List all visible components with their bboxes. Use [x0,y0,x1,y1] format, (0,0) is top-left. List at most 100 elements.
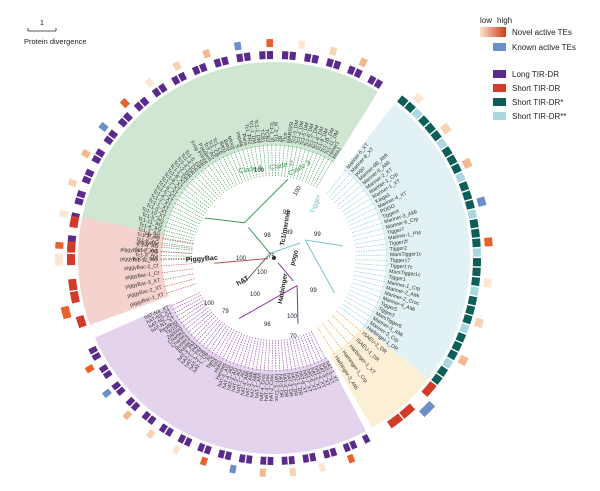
tir-ring-cell [472,238,481,248]
branch [250,146,258,178]
leaf-label: Mariner-1_PM [388,230,421,241]
tir-ring-cell [75,314,87,329]
leaf-label: Tigger17 [390,258,411,264]
branch [225,332,240,362]
branch [186,184,212,206]
branch [290,146,298,178]
branch [180,191,208,211]
leaf-label: Tc1-2_XI [273,121,279,142]
branch [307,154,322,184]
leaf-label: MarsTigger1c [389,269,421,279]
leaf-label: Tc1-4_AG [135,242,159,250]
leaf-label: Tigger4 [382,208,401,220]
tir-ring-cell [472,248,481,257]
branch [334,180,359,203]
leaf-label: piggyBac-2_Cf [124,263,159,271]
clade-label-hat: hAT [236,275,251,288]
tir-ring-cell [95,148,106,158]
branch [167,217,198,230]
branch [162,273,194,281]
branch [322,323,343,350]
internal-branch [238,285,298,320]
branch [240,336,251,368]
bootstrap-value: 89 [286,230,293,236]
branch [174,297,203,314]
branch [211,326,230,354]
activity-ring-cell [202,48,211,59]
branch [283,339,289,372]
branch [271,339,273,372]
tir-ring-cell [141,410,151,421]
activity-ring-cell [289,467,297,477]
tir-ring-cell [171,75,181,86]
branch [248,337,256,370]
tir-ring-cell [346,65,356,76]
activity-ring-cell [60,305,72,320]
leaf-label: hAT-2_DR [289,372,299,397]
tree-root [272,256,276,260]
branch [242,148,252,180]
branch [302,150,314,182]
branch [343,300,372,318]
branch [160,255,193,257]
branch [331,176,355,201]
sector-harbinger_gold [330,326,429,428]
tir-ring-cell [115,386,126,396]
branch [349,212,379,226]
bootstrap-value: 100 [250,292,261,298]
tir-ring-cell [267,456,274,465]
leaf-label: MARISSt [286,121,295,143]
branch [202,321,223,347]
activity-ring-cell [418,400,436,418]
branch [160,244,193,249]
tir-ring-cell [76,189,87,199]
branch [205,323,225,350]
leaf-label: Tc1-9_AG [135,252,158,258]
tir-ring-cell [349,440,358,450]
tir-ring-cell [441,146,453,158]
branch [339,306,366,327]
tir-ring-cell [470,228,480,238]
branch [190,313,215,336]
tir-ring-cell [302,454,310,463]
branch [308,332,323,362]
internal-branch [242,254,270,285]
bootstrap-value: 100 [236,256,247,262]
branch [327,319,350,345]
tir-ring-cell [84,168,95,178]
branch [293,147,302,179]
tir-ring-cell [139,96,150,107]
leaf-label: hAT-1_Croc [273,374,279,402]
tir-ring-cell [462,190,473,201]
branch [174,202,203,219]
sector-tc1_green [78,62,378,265]
branch [162,234,194,242]
tir-ring-cell [459,323,470,334]
tir-ring-cell [245,455,253,464]
tir-ring-cell [69,215,80,229]
branch [355,267,388,272]
branch [221,330,238,360]
tir-ring-cell [411,108,423,120]
tir-ring-cell [462,314,473,325]
tir-ring-cell [332,60,342,70]
tir-ring-cell [458,181,470,192]
bootstrap-values: 100 100 99 99 100 98 75 100 89 100 99 10… [204,168,321,340]
bootstrap-value: 99 [310,288,317,294]
branch [351,222,383,234]
activity-ring-cell [233,41,242,51]
branch [350,217,381,230]
branch [328,173,351,198]
branch [354,233,386,241]
tir-ring-cell [81,175,92,185]
leaf-label: POGO [379,203,396,215]
activity-ring-cell [259,468,266,477]
tir-ring-cell [74,197,84,206]
clade-label-piggybac: PiggyBac [186,255,218,264]
bootstrap-value: 70 [290,334,297,340]
branch [258,144,264,177]
tir-ring-cell [158,423,168,434]
branch [262,144,267,177]
tir-ring-cell [469,218,479,229]
leaf-label: Tol2 [211,358,221,369]
